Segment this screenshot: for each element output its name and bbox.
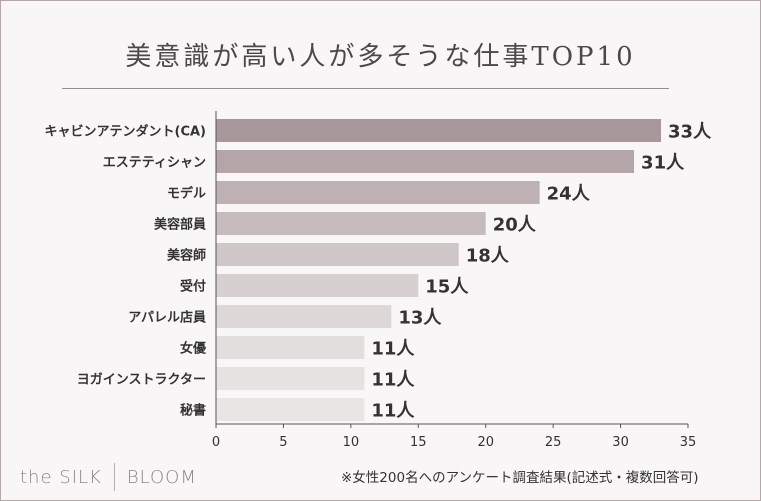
category-label-8: 女優	[180, 341, 207, 357]
x-tick-label-25: 25	[545, 435, 562, 450]
value-label-4: 20人	[493, 215, 537, 236]
value-label-8: 11人	[371, 339, 415, 360]
value-label-2: 31人	[641, 153, 685, 174]
logo-text-left: the SILK	[20, 466, 102, 488]
category-label-6: 受付	[180, 279, 206, 295]
chart-title: 美意識が高い人が多そうな仕事TOP10	[125, 42, 636, 72]
logo-separator	[113, 463, 115, 491]
category-label-10: 秘書	[180, 403, 206, 419]
x-tick-label-5: 5	[279, 435, 287, 450]
x-tick-label-0: 0	[212, 435, 220, 450]
bar-1	[216, 119, 662, 142]
value-label-3: 24人	[547, 184, 591, 205]
x-tick-label-10: 10	[343, 435, 360, 450]
category-label-9: ヨガインストラクター	[77, 373, 206, 388]
category-label-1: キャビンアテンダント(CA)	[45, 124, 207, 140]
value-label-5: 18人	[466, 246, 510, 267]
survey-footnote: ※女性200名へのアンケート調査結果(記述式・複数回答可)	[341, 470, 699, 486]
value-label-6: 15人	[425, 277, 469, 298]
x-tick-label-20: 20	[477, 435, 494, 450]
logo-text-right: BLOOM	[126, 466, 197, 488]
value-label-1: 33人	[668, 122, 712, 143]
value-label-9: 11人	[371, 370, 415, 391]
brand-logo: the SILK BLOOM	[20, 463, 197, 491]
bar-7	[216, 305, 392, 328]
category-label-3: モデル	[167, 186, 206, 202]
bar-8	[216, 336, 365, 359]
value-label-10: 11人	[371, 401, 415, 422]
bar-3	[216, 181, 540, 204]
bar-10	[216, 398, 365, 421]
category-label-5: 美容師	[167, 248, 206, 264]
category-label-4: 美容部員	[154, 217, 206, 233]
value-label-7: 13人	[398, 308, 442, 329]
bar-4	[216, 212, 486, 235]
bar-5	[216, 243, 459, 266]
bar-6	[216, 274, 419, 297]
x-tick-label-35: 35	[680, 435, 697, 450]
category-label-7: アパレル店員	[128, 310, 206, 326]
category-label-2: エステティシャン	[103, 156, 206, 171]
bar-2	[216, 150, 635, 173]
title-divider	[62, 88, 669, 89]
x-tick-label-15: 15	[410, 435, 427, 450]
bar-9	[216, 367, 365, 390]
x-tick-label-30: 30	[612, 435, 629, 450]
